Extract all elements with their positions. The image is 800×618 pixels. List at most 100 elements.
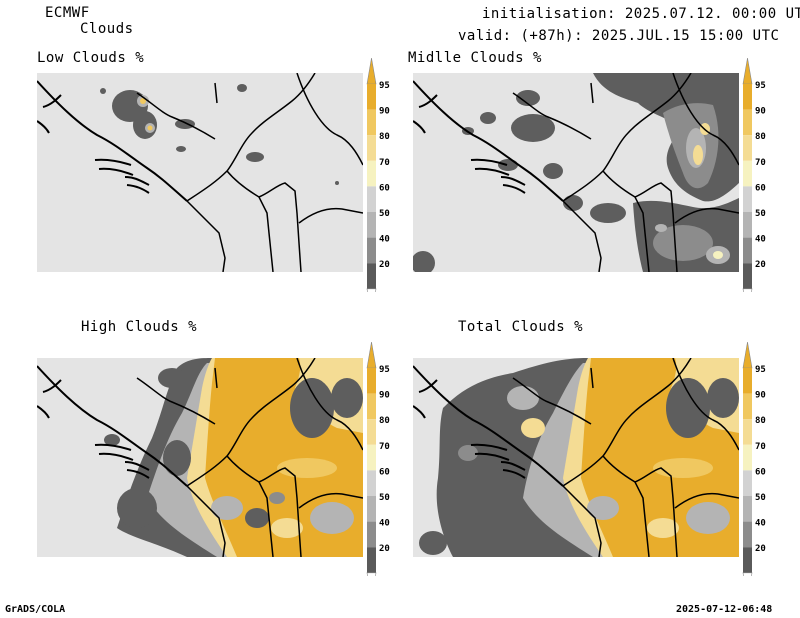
model-label: ECMWF [45,5,90,21]
colorbar-tick-label: 60 [379,183,390,193]
panel-title-total: Total Clouds % [458,319,584,335]
borders-middle [512,73,739,272]
init-time: initialisation: 2025.07.12. 00:00 UTC [482,6,800,22]
colorbar-segment [367,263,376,289]
borders-high [136,358,363,557]
colorbar-segment [367,393,376,420]
colorbar-tick-label: 60 [379,467,390,477]
panel-title-high: High Clouds % [81,319,198,335]
colorbar-over-triangle [366,342,377,369]
panel-title-middle: Midlle Clouds % [408,50,542,66]
colorbar-tick-label: 20 [379,260,390,270]
colorbar-segment [367,470,376,496]
colorbar-tick-label: 70 [755,442,766,452]
coastline-high [37,365,188,487]
footer-timestamp: 2025-07-12-06:48 [676,604,773,615]
colorbar-tick-label: 90 [755,391,766,401]
colorbar-segment [743,237,752,264]
colorbar-segment [743,547,752,573]
colorbar-segment [743,444,752,471]
borders-low [136,73,363,272]
colorbar-under-triangle [366,288,377,292]
colorbar-tick-label: 20 [379,544,390,554]
borders-total [512,358,739,557]
colorbar-under-triangle [742,572,753,576]
map-panel-middle [413,73,739,272]
colorbar-tick-label: 60 [755,183,766,193]
colorbar-segment [367,160,376,187]
colorbar-total: 95 90 80 70 60 50 40 20 [742,342,766,576]
colorbar-segment [743,84,752,110]
map-panel-low [37,73,363,272]
colorbar-segment [743,109,752,136]
colorbar-tick-label: 40 [755,235,766,245]
colorbar-segment [743,521,752,548]
colorbar-tick-label: 95 [755,365,766,375]
colorbar-segment [367,547,376,573]
product-label: Clouds [80,21,134,37]
colorbar-segment [367,496,376,522]
panel-title-low: Low Clouds % [37,50,145,66]
colorbar-tick-label: 60 [755,467,766,477]
colorbar-tick-label: 40 [379,519,390,529]
colorbar-segment [743,470,752,496]
colorbar-tick-label: 50 [379,493,390,503]
colorbar-segment [367,368,376,394]
colorbar-tick-label: 80 [755,132,766,142]
colorbar-tick-label: 40 [379,235,390,245]
colorbar-segment [743,135,752,161]
colorbar-middle: 95 90 80 70 60 50 40 20 [742,58,766,292]
colorbar-segment [743,496,752,522]
colorbar-tick-label: 90 [379,391,390,401]
colorbar-segment [743,263,752,289]
colorbar-tick-label: 50 [755,493,766,503]
colorbar-segment [367,237,376,264]
colorbar-segment [743,368,752,394]
colorbar-tick-label: 95 [755,81,766,91]
colorbar-tick-label: 90 [755,107,766,117]
colorbar-tick-label: 50 [755,209,766,219]
colorbar-tick-label: 95 [379,81,390,91]
colorbar-tick-label: 70 [379,158,390,168]
colorbar-segment [743,393,752,420]
colorbar-under-triangle [742,288,753,292]
footer-software: GrADS/COLA [5,604,66,615]
colorbar-tick-label: 90 [379,107,390,117]
colorbar-tick-label: 20 [755,260,766,270]
colorbar-tick-label: 70 [379,442,390,452]
coastline-middle [413,80,564,202]
colorbar-segment [367,521,376,548]
colorbar-segment [367,212,376,238]
map-panel-high [37,358,363,557]
cloud-field-high [104,358,363,557]
cloud-field-middle [413,73,739,272]
colorbar-segment [367,444,376,471]
colorbar-tick-label: 40 [755,519,766,529]
colorbar-low: 95 90 80 70 60 50 40 20 [366,58,390,292]
colorbar-tick-label: 95 [379,365,390,375]
colorbar-tick-label: 80 [755,416,766,426]
colorbar-segment [367,186,376,212]
colorbar-high: 95 90 80 70 60 50 40 20 [366,342,390,576]
colorbar-segment [743,186,752,212]
coastline-low [37,80,188,202]
colorbar-segment [367,419,376,445]
colorbar-tick-label: 20 [755,544,766,554]
colorbar-segment [367,109,376,136]
colorbar-over-triangle [366,58,377,85]
colorbar-segment [367,135,376,161]
colorbar-over-triangle [742,342,753,369]
colorbar-tick-label: 50 [379,209,390,219]
colorbar-segment [743,419,752,445]
colorbar-tick-label: 80 [379,416,390,426]
valid-time: valid: (+87h): 2025.JUL.15 15:00 UTC [458,28,780,44]
colorbar-segment [367,84,376,110]
map-panel-total [413,358,739,557]
colorbar-segment [743,160,752,187]
colorbar-over-triangle [742,58,753,85]
colorbar-tick-label: 70 [755,158,766,168]
coastline-total [413,365,564,487]
colorbar-segment [743,212,752,238]
colorbar-tick-label: 80 [379,132,390,142]
colorbar-under-triangle [366,572,377,576]
